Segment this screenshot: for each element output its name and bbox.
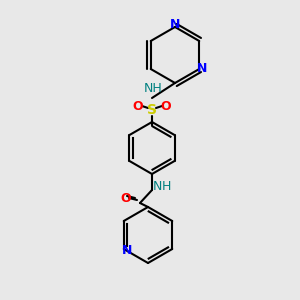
Text: N: N [152,181,162,194]
Text: S: S [147,103,157,117]
Text: H: H [161,181,171,194]
Text: N: N [122,244,132,257]
Text: O: O [161,100,171,113]
Text: N: N [170,19,180,32]
Text: O: O [121,191,131,205]
Text: N: N [197,62,207,76]
Text: NH: NH [144,82,163,95]
Text: O: O [133,100,143,113]
